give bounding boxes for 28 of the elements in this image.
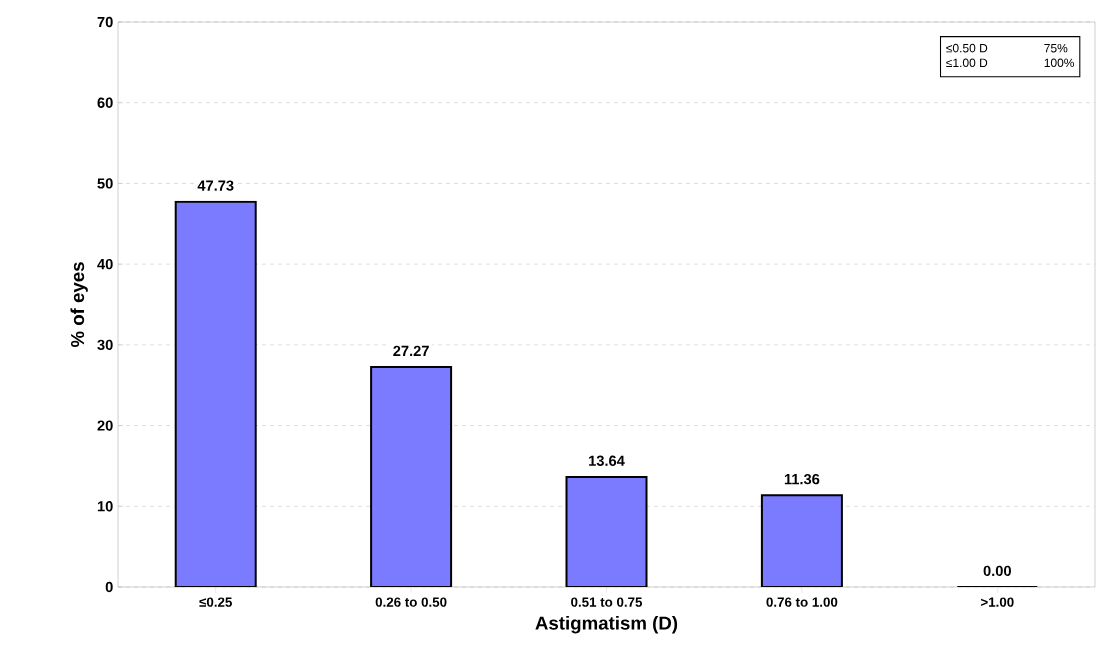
annotation: 100%: [1044, 58, 1075, 68]
y-tick-label: 0: [105, 581, 113, 593]
x-axis-title: Astigmatism (D): [535, 615, 678, 634]
data-label: 13.64: [589, 455, 625, 466]
bar: [174, 200, 257, 587]
y-tick-label: 20: [97, 420, 113, 431]
data-label: 47.73: [197, 180, 234, 191]
x-tick-label: 0.76 to 1.00: [766, 597, 838, 607]
annotation: ≤0.50 D: [946, 43, 988, 53]
x-tick-label: >1.00: [980, 597, 1014, 607]
x-tick-label: 0.51 to 0.75: [571, 597, 643, 607]
bar: [370, 365, 453, 587]
y-axis-title: % of eyes: [70, 262, 88, 348]
y-tick-label: 30: [97, 339, 113, 351]
data-label: 27.27: [393, 345, 429, 356]
y-tick-label: 60: [97, 97, 113, 108]
y-tick-label: 70: [97, 16, 113, 28]
bar: [760, 494, 843, 587]
annotation: 75%: [1044, 43, 1068, 53]
bar: [565, 475, 648, 587]
x-tick-label: 0.26 to 0.50: [375, 597, 447, 607]
y-tick-label: 10: [97, 501, 113, 512]
y-tick-label: 50: [97, 178, 113, 189]
annotation: ≤1.00 D: [946, 58, 988, 68]
data-label: 11.36: [784, 473, 820, 485]
data-label: 0.00: [983, 565, 1011, 577]
x-tick-label: ≤0.25: [199, 597, 232, 607]
y-tick-label: 40: [97, 258, 113, 270]
